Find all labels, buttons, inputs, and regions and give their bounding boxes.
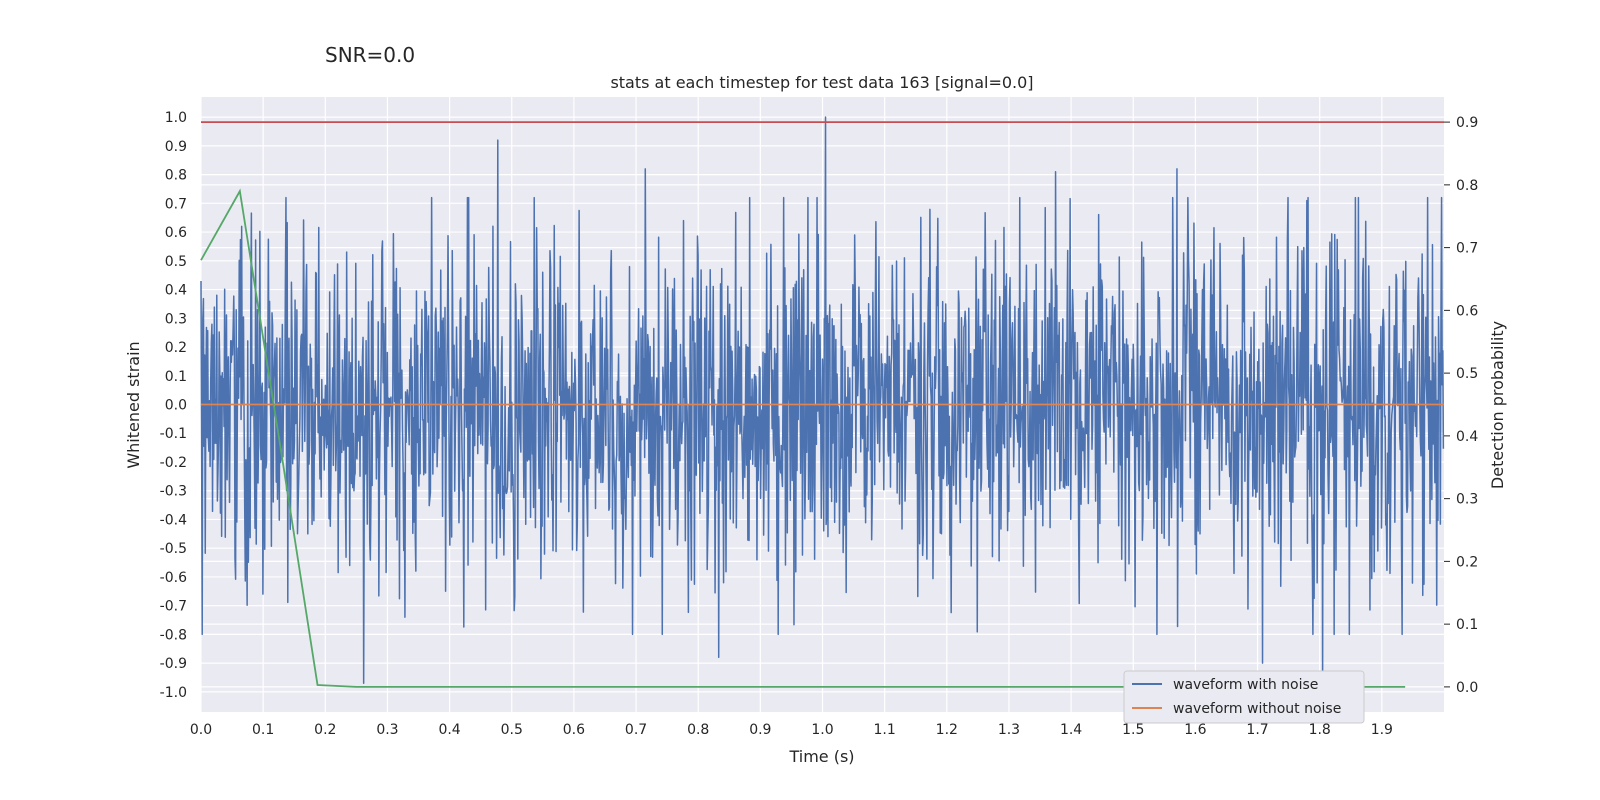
y-left-tick-label: 0.5 xyxy=(165,254,187,270)
y-right-tick-label: 0.9 xyxy=(1456,115,1478,131)
x-tick-label: 1.0 xyxy=(811,722,833,738)
y-right-tick-label: 0.7 xyxy=(1456,241,1478,257)
y-right-tick-label: 0.8 xyxy=(1456,178,1478,194)
legend-label-noise: waveform with noise xyxy=(1173,677,1318,693)
y-right-axis-label: Detection probability xyxy=(1488,321,1507,489)
y-right-tick-label: 0.1 xyxy=(1456,617,1478,633)
legend-box xyxy=(1123,670,1365,724)
y-right-tick-label: 0.6 xyxy=(1456,303,1478,319)
x-tick-label: 0.7 xyxy=(625,722,647,738)
x-tick-label: 0.5 xyxy=(501,722,523,738)
x-tick-label: 1.9 xyxy=(1371,722,1393,738)
x-tick-label: 0.4 xyxy=(438,722,460,738)
y-left-tick-label: 0.0 xyxy=(165,398,187,414)
x-tick-label: 1.2 xyxy=(936,722,958,738)
y-left-tick-label: 0.6 xyxy=(165,225,187,241)
x-axis-ticks: 0.0 0.1 0.2 0.3 0.4 0.5 0.6 0.7 0.8 0.9 1.0 1.1 1.2 1… xyxy=(190,722,1393,738)
x-tick-label: 0.3 xyxy=(376,722,398,738)
y-left-tick-label: 0.3 xyxy=(165,311,187,327)
y-left-tick-label: 1.0 xyxy=(165,110,187,126)
x-tick-label: 1.5 xyxy=(1122,722,1144,738)
chart-title: stats at each timestep for test data 163… xyxy=(610,73,1033,92)
x-tick-label: 0.6 xyxy=(563,722,585,738)
y-right-tick-label: 0.2 xyxy=(1456,554,1478,570)
x-tick-label: 0.1 xyxy=(252,722,274,738)
y-left-tick-label: -0.3 xyxy=(160,484,187,500)
y-left-tick-label: -0.6 xyxy=(160,570,187,586)
y-left-tick-label: -0.2 xyxy=(160,455,187,471)
x-tick-label: 0.0 xyxy=(190,722,212,738)
y-left-tick-label: 0.9 xyxy=(165,139,187,155)
y-left-axis-ticks: 1.0 0.9 0.8 0.7 0.6 0.5 0.4 0.3 0.2 0.1 0.0 -0.1 -0.… xyxy=(160,110,187,701)
x-tick-label: 0.9 xyxy=(749,722,771,738)
y-right-tick-label: 0.4 xyxy=(1456,429,1478,445)
y-right-axis-ticks: 0.9 0.8 0.7 0.6 0.5 0.4 0.3 0.2 0.1 0.0 xyxy=(1444,115,1478,696)
y-left-tick-label: -0.9 xyxy=(160,656,187,672)
y-left-axis-label: Whitened strain xyxy=(124,341,143,468)
y-left-tick-label: -1.0 xyxy=(160,685,187,701)
y-left-tick-label: 0.7 xyxy=(165,196,187,212)
x-tick-label: 1.4 xyxy=(1060,722,1082,738)
x-axis-label: Time (s) xyxy=(788,747,854,766)
y-left-tick-label: 0.1 xyxy=(165,369,187,385)
x-tick-label: 1.7 xyxy=(1246,722,1268,738)
legend-label-clean: waveform without noise xyxy=(1173,701,1341,717)
y-left-tick-label: 0.8 xyxy=(165,168,187,184)
x-tick-label: 1.8 xyxy=(1309,722,1331,738)
x-tick-label: 0.8 xyxy=(687,722,709,738)
y-right-tick-label: 0.3 xyxy=(1456,492,1478,508)
y-left-tick-label: -0.5 xyxy=(160,541,187,557)
legend: waveform with noise waveform without noi… xyxy=(1123,670,1365,724)
x-tick-label: 1.3 xyxy=(998,722,1020,738)
lines-layer xyxy=(200,121,1444,688)
y-left-tick-label: -0.4 xyxy=(160,512,187,528)
y-right-tick-label: 0.0 xyxy=(1456,680,1478,696)
y-right-tick-label: 0.5 xyxy=(1456,366,1478,382)
detection-probability-line xyxy=(200,188,1406,688)
chart-suptitle: SNR=0.0 xyxy=(325,43,415,67)
y-left-tick-label: -0.1 xyxy=(160,426,187,442)
y-left-tick-label: 0.2 xyxy=(165,340,187,356)
y-left-tick-label: -0.8 xyxy=(160,627,187,643)
y-left-tick-label: 0.4 xyxy=(165,283,187,299)
x-tick-label: 1.6 xyxy=(1184,722,1206,738)
x-tick-label: 1.1 xyxy=(874,722,896,738)
x-tick-label: 0.2 xyxy=(314,722,336,738)
y-left-tick-label: -0.7 xyxy=(160,599,187,615)
